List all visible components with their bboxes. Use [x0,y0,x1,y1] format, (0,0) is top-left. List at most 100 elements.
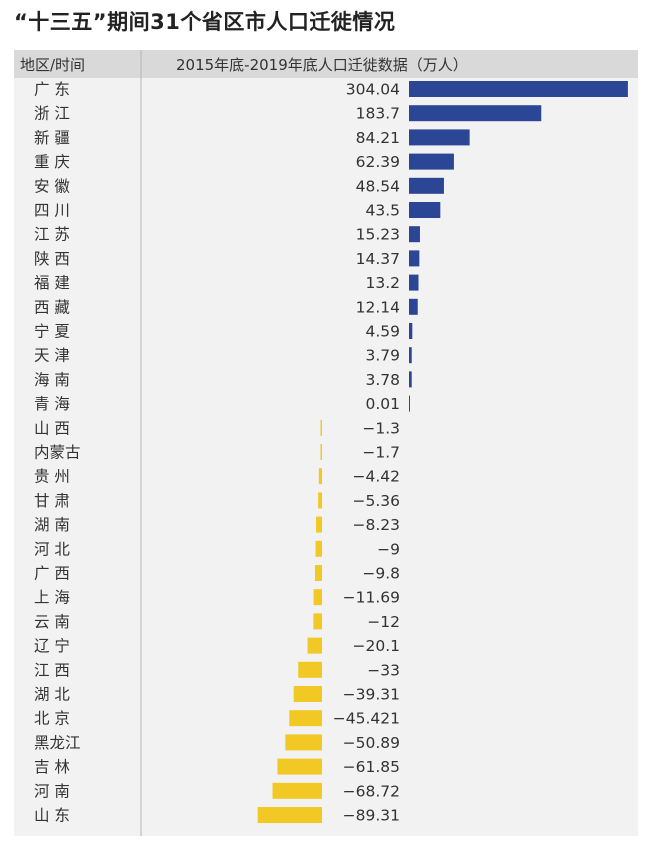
value-label: 62.39 [356,153,400,171]
value-label: −89.31 [343,807,400,825]
category-label: 江 苏 [34,226,70,244]
value-label: −20.1 [353,637,401,655]
value-label: 15.23 [356,226,400,244]
bar [313,613,322,630]
bar [313,589,322,606]
category-label: 贵 州 [34,468,70,486]
header-region: 地区/时间 [20,56,85,74]
bar [318,468,322,485]
category-label: 上 海 [34,589,70,607]
bar [298,661,322,678]
bar [277,758,322,775]
category-label: 黑龙江 [34,734,81,752]
header-bar [14,50,638,78]
value-label: −45.421 [333,710,400,728]
bar [293,686,322,702]
category-label: 辽 宁 [34,637,70,655]
category-label: 四 川 [34,202,70,220]
value-label: −9 [377,540,400,558]
category-label: 宁 夏 [34,323,70,341]
category-label: 江 西 [34,661,70,679]
chart-rows: 广 东 304.04 浙 江 183.7 新 疆 84.21 重 庆 62.39 安 徽 48.5… [34,81,628,825]
value-label: −50.89 [343,734,400,752]
category-label: 广 东 [34,81,70,99]
category-label: 山 东 [34,807,70,825]
value-label: −1.3 [362,419,400,437]
bar [409,347,412,364]
value-label: 84.21 [356,129,400,147]
category-label: 陕 西 [34,250,70,268]
category-label: 湖 北 [34,686,70,704]
value-label: −33 [367,661,400,679]
value-label: −68.72 [343,782,400,800]
value-label: 3.79 [365,347,400,365]
bar [320,419,322,436]
bar [314,565,322,581]
bar [409,250,420,267]
category-label: 浙 江 [34,105,70,123]
value-label: 12.14 [356,298,400,316]
bar [409,177,444,194]
bar [409,105,542,122]
category-label: 福 建 [34,274,70,292]
category-label: 湖 南 [34,516,70,534]
category-label: 云 南 [34,613,70,631]
value-label: 304.04 [346,81,400,99]
bar [289,710,322,727]
bar [409,226,420,243]
category-label: 新 疆 [34,129,70,147]
category-label: 甘 肃 [34,492,70,510]
bar [257,807,322,823]
chart-panel [14,50,638,836]
bar [409,371,412,388]
bar [320,444,322,460]
bar [272,782,322,799]
bar [409,274,419,291]
chart-title: “十三五”期间31个省区市人口迁徙情况 [14,10,396,34]
category-label: 河 南 [34,782,70,800]
bar [409,395,410,412]
category-label: 内蒙古 [34,444,81,462]
category-label: 西 藏 [34,298,70,316]
category-label: 海 南 [34,371,70,389]
bar [409,153,454,170]
bar [315,540,322,557]
value-label: −39.31 [343,686,400,704]
value-label: 4.59 [365,323,400,341]
category-label: 吉 林 [34,758,70,776]
category-label: 天 津 [34,347,70,365]
header-value: 2015年底-2019年底人口迁徙数据（万人） [176,56,468,74]
category-label: 青 海 [34,395,70,413]
bar [316,516,322,533]
value-label: 13.2 [365,274,400,292]
category-label: 安 徽 [34,177,70,195]
bar [285,734,322,751]
value-label: −12 [367,613,400,631]
category-label: 河 北 [34,540,70,558]
bar [409,129,470,146]
value-label: −9.8 [362,565,400,583]
bar [409,323,413,339]
bar [318,492,322,509]
category-label: 广 西 [34,565,70,583]
value-label: −5.36 [353,492,401,510]
value-label: −1.7 [362,444,400,462]
value-label: 183.7 [356,105,400,123]
category-label: 重 庆 [34,153,70,171]
value-label: 48.54 [356,177,400,195]
value-label: 0.01 [365,395,400,413]
bar [409,298,418,315]
bar [307,637,322,654]
value-label: 43.5 [365,202,400,220]
value-label: −4.42 [353,468,401,486]
bar [409,81,628,97]
category-label: 北 京 [34,710,70,728]
value-label: −61.85 [343,758,400,776]
value-label: 14.37 [356,250,400,268]
category-label: 山 西 [34,419,70,437]
value-label: 3.78 [365,371,400,389]
value-label: −11.69 [343,589,400,607]
value-label: −8.23 [353,516,401,534]
bar [409,202,441,218]
